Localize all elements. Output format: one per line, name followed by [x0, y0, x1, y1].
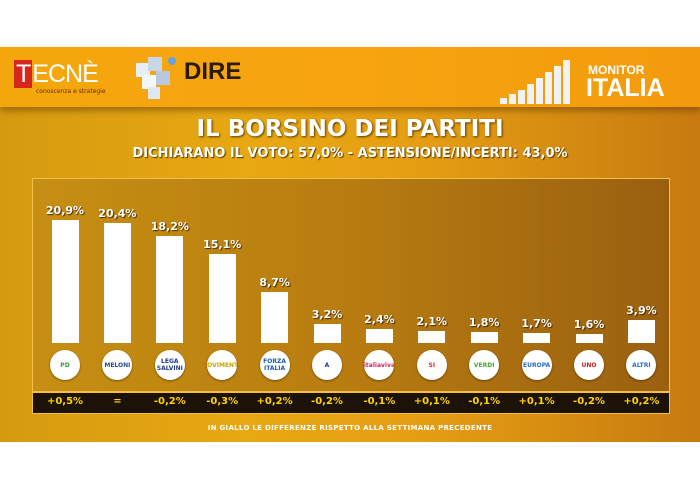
delta-label: -0,2% — [311, 396, 343, 407]
tecne-logo: TECNÈ — [16, 60, 99, 88]
value-label: 18,2% — [150, 219, 189, 233]
delta-label: = — [113, 396, 122, 407]
bar — [418, 330, 446, 343]
value-label: 1,6% — [573, 317, 605, 331]
delta-label: +0,5% — [46, 396, 84, 407]
delta-row — [32, 392, 670, 414]
value-label: 20,9% — [45, 204, 85, 217]
bar — [313, 324, 341, 343]
value-label: 8,7% — [259, 275, 290, 289]
value-label: 2,4% — [364, 312, 395, 326]
cube-logo-icon — [136, 57, 176, 99]
value-label: 15,1% — [203, 238, 242, 252]
footnote: IN GIALLO LE DIFFERENZE RISPETTO ALLA SE… — [207, 424, 493, 432]
party-logo-icon: VERDI — [469, 350, 500, 380]
bar — [523, 332, 551, 343]
party-logo-icon: FORZA ITALIA — [259, 350, 290, 380]
party-logo-icon: A — [312, 350, 342, 380]
chart-panel — [32, 178, 670, 392]
delta-label: -0,2% — [573, 396, 605, 407]
delta-label: -0,1% — [468, 396, 501, 407]
delta-label: -0,3% — [206, 396, 239, 407]
value-label: 3,9% — [626, 304, 657, 318]
party-logo-icon: SI — [416, 350, 447, 380]
bar — [156, 235, 184, 343]
value-label: 20,4% — [98, 206, 137, 220]
top-bar — [0, 47, 700, 107]
party-logo-icon: ALTRI — [626, 350, 657, 380]
bar — [470, 332, 498, 343]
party-logo-icon: PD — [50, 350, 80, 380]
delta-label: +0,2% — [623, 396, 660, 407]
party-logo-icon: EUROPA — [521, 350, 552, 380]
italia-label: ITALIA — [586, 74, 665, 102]
delta-label: +0,1% — [518, 396, 555, 407]
bar — [103, 222, 131, 343]
monitor-bars-icon — [500, 60, 570, 104]
dire-logo: DIRE — [184, 58, 242, 85]
delta-label: +0,2% — [256, 396, 293, 407]
value-label: 1,7% — [521, 316, 552, 330]
bar — [208, 254, 236, 343]
value-label: 1,8% — [468, 316, 500, 330]
bar — [51, 220, 79, 343]
bar — [261, 291, 289, 343]
value-label: 2,1% — [416, 314, 448, 328]
delta-label: -0,2% — [153, 396, 186, 407]
bar — [365, 328, 393, 343]
party-logo-icon: UNO — [574, 350, 604, 380]
tecne-logo-sub: conoscenza e strategie — [36, 88, 106, 95]
chart-subtitle: DICHIARANO IL VOTO: 57,0% - ASTENSIONE/I… — [132, 146, 568, 161]
party-logo-icon: LEGA SALVINI — [154, 350, 185, 380]
monitor-label: MONITOR — [588, 63, 645, 77]
party-logo-icon: MELONI — [102, 350, 133, 380]
delta-label: -0,1% — [363, 396, 396, 407]
chart-title: IL BORSINO DEI PARTITI — [196, 116, 504, 142]
delta-label: +0,1% — [413, 396, 450, 407]
party-logo-icon: italiaviva — [364, 350, 395, 380]
bar — [627, 320, 655, 343]
value-label: 3,2% — [311, 308, 343, 322]
party-logo-icon: MOVIMENTO — [207, 350, 238, 380]
bar — [575, 333, 603, 343]
